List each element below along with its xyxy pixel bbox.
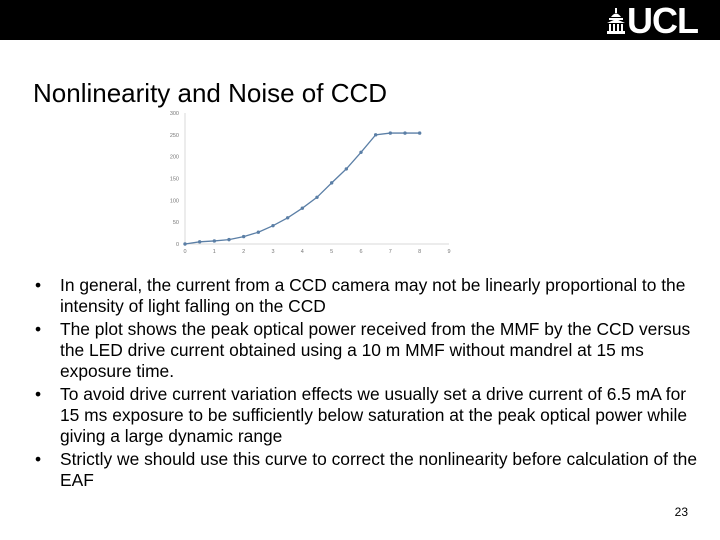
bullet-marker: • bbox=[34, 384, 42, 404]
data-point bbox=[300, 206, 305, 210]
x-tick-label: 2 bbox=[242, 249, 245, 255]
x-tick-label: 3 bbox=[271, 249, 274, 255]
bullet-item: • The plot shows the peak optical power r… bbox=[28, 319, 700, 382]
y-tick-label: 150 bbox=[170, 177, 179, 183]
x-tick-label: 6 bbox=[359, 249, 362, 255]
data-point bbox=[227, 237, 231, 242]
data-point bbox=[329, 181, 334, 185]
x-tick-label: 7 bbox=[389, 249, 392, 255]
logo-text: UCL bbox=[627, 0, 699, 41]
line-chart: 0 50 100 150 200 250 300 0 1 2 3 4 5 6 7 8 9 bbox=[170, 111, 451, 255]
bullet-text: Strictly we should use this curve to cor… bbox=[60, 449, 698, 490]
bullet-marker: • bbox=[34, 275, 42, 295]
bullet-text: To avoid drive current variation effects… bbox=[60, 384, 688, 446]
bullet-marker: • bbox=[34, 319, 42, 339]
data-point bbox=[344, 167, 349, 171]
page-number: 23 bbox=[674, 505, 688, 519]
data-point bbox=[197, 240, 202, 244]
data-point bbox=[256, 230, 261, 234]
bullet-list: • In general, the current from a CCD came… bbox=[28, 275, 700, 493]
x-tick-label: 5 bbox=[330, 249, 333, 255]
y-tick-label: 250 bbox=[170, 133, 179, 139]
bullet-text: The plot shows the peak optical power re… bbox=[60, 319, 691, 381]
bullet-text: In general, the current from a CCD camer… bbox=[60, 275, 686, 316]
slide-title: Nonlinearity and Noise of CCD bbox=[33, 78, 388, 108]
bullet-item: • Strictly we should use this curve to co… bbox=[28, 449, 700, 491]
x-tick-label: 9 bbox=[447, 249, 450, 255]
data-point bbox=[359, 150, 363, 154]
ucl-logo: UCL bbox=[607, 0, 699, 41]
y-tick-label: 300 bbox=[170, 111, 179, 117]
data-point bbox=[403, 131, 407, 135]
series-line bbox=[184, 132, 420, 245]
data-point bbox=[285, 216, 290, 220]
x-tick-label: 8 bbox=[418, 249, 421, 255]
portico-icon bbox=[607, 8, 625, 34]
data-point bbox=[212, 239, 217, 243]
y-tick-label: 0 bbox=[176, 242, 179, 248]
data-point bbox=[183, 242, 187, 246]
y-tick-label: 100 bbox=[170, 198, 179, 204]
y-tick-label: 50 bbox=[173, 220, 179, 226]
data-point bbox=[388, 131, 393, 135]
y-tick-label: 200 bbox=[170, 155, 179, 161]
bullet-marker: • bbox=[34, 449, 42, 469]
data-point bbox=[271, 223, 275, 228]
x-tick-label: 1 bbox=[213, 249, 216, 255]
x-tick-label: 0 bbox=[183, 249, 186, 255]
data-point bbox=[241, 234, 246, 239]
x-tick-label: 4 bbox=[301, 249, 304, 255]
bullet-item: • To avoid drive current variation effect… bbox=[28, 384, 700, 447]
data-point bbox=[417, 131, 422, 135]
bullet-item: • In general, the current from a CCD came… bbox=[28, 275, 700, 317]
data-point bbox=[315, 195, 319, 199]
data-point bbox=[373, 133, 378, 137]
top-bar: UCL bbox=[0, 0, 720, 40]
